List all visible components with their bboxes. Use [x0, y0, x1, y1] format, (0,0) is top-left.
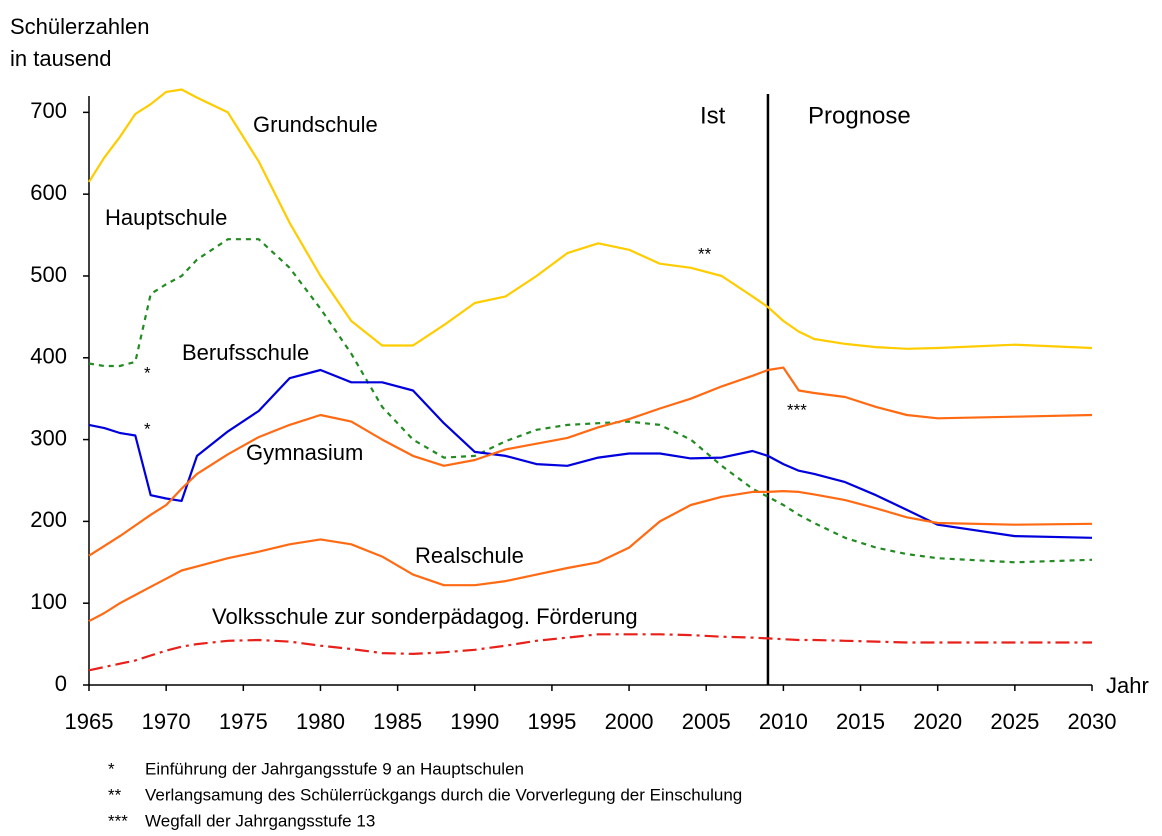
series-line	[88, 490, 1093, 623]
series-line	[88, 366, 1093, 557]
x-axis-label: Jahr	[1106, 673, 1149, 698]
series-label: Gymnasium	[246, 440, 363, 465]
footnote-text: Verlangsamung des Schülerrückgangs durch…	[145, 785, 742, 804]
series-line	[88, 633, 1092, 672]
y-axis-label: in tausend	[10, 46, 112, 71]
y-tick-label: 500	[30, 262, 67, 287]
x-tick-label: 2025	[990, 709, 1039, 734]
x-tick-label: 1985	[373, 709, 422, 734]
divider-label: Ist	[700, 102, 726, 129]
x-tick-label: 1980	[296, 709, 345, 734]
footnote-marker: *	[108, 759, 115, 778]
y-tick-label: 100	[30, 589, 67, 614]
x-tick-label: 1990	[450, 709, 499, 734]
y-tick-label: 0	[55, 671, 67, 696]
annotation: ***	[787, 400, 807, 419]
footnote-text: Wegfall der Jahrgangsstufe 13	[145, 811, 375, 830]
x-tick-label: 2020	[913, 709, 962, 734]
y-axis-label: Schülerzahlen	[10, 14, 149, 39]
series-label: Grundschule	[253, 112, 378, 137]
series-label: Hauptschule	[105, 205, 227, 230]
footnote-marker: ***	[108, 811, 128, 830]
x-tick-label: 1970	[142, 709, 191, 734]
series-line	[88, 88, 1093, 350]
x-tick-label: 2015	[836, 709, 885, 734]
y-tick-label: 700	[30, 98, 67, 123]
x-tick-label: 2010	[759, 709, 808, 734]
x-tick-label: 2030	[1068, 709, 1117, 734]
y-tick-label: 400	[30, 344, 67, 369]
series-label: Volksschule zur sonderpädagog. Förderung	[212, 604, 638, 629]
footnote-text: Einführung der Jahrgangsstufe 9 an Haupt…	[145, 759, 524, 778]
series-label: Berufsschule	[182, 340, 309, 365]
series-label: Realschule	[415, 543, 524, 568]
y-tick-label: 600	[30, 180, 67, 205]
footnote-marker: **	[108, 785, 122, 804]
annotation: *	[144, 363, 151, 382]
series-line	[88, 368, 1093, 539]
x-tick-label: 2000	[605, 709, 654, 734]
x-tick-label: 2005	[682, 709, 731, 734]
divider-label: Prognose	[808, 102, 911, 129]
x-tick-label: 1995	[527, 709, 576, 734]
series-line	[88, 238, 1093, 564]
annotation: **	[698, 244, 712, 263]
y-tick-label: 200	[30, 507, 67, 532]
x-tick-label: 1965	[65, 709, 114, 734]
y-tick-label: 300	[30, 425, 67, 450]
x-tick-label: 1975	[219, 709, 268, 734]
annotation: *	[144, 419, 151, 438]
